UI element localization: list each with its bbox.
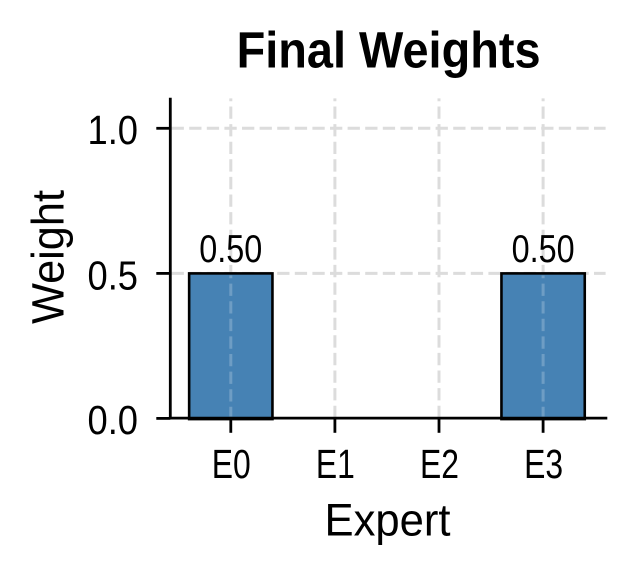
svg-text:E3: E3: [524, 441, 563, 487]
svg-text:Expert: Expert: [325, 495, 451, 546]
svg-text:0.50: 0.50: [512, 228, 575, 271]
svg-text:1.0: 1.0: [88, 107, 139, 153]
svg-text:Weight: Weight: [23, 190, 74, 324]
svg-text:E1: E1: [316, 441, 355, 487]
svg-text:E0: E0: [212, 441, 251, 487]
svg-text:0.5: 0.5: [88, 252, 139, 298]
svg-text:E2: E2: [420, 441, 459, 487]
svg-text:0.50: 0.50: [199, 228, 262, 271]
svg-text:0.0: 0.0: [88, 397, 139, 443]
svg-text:Final Weights: Final Weights: [237, 22, 541, 79]
